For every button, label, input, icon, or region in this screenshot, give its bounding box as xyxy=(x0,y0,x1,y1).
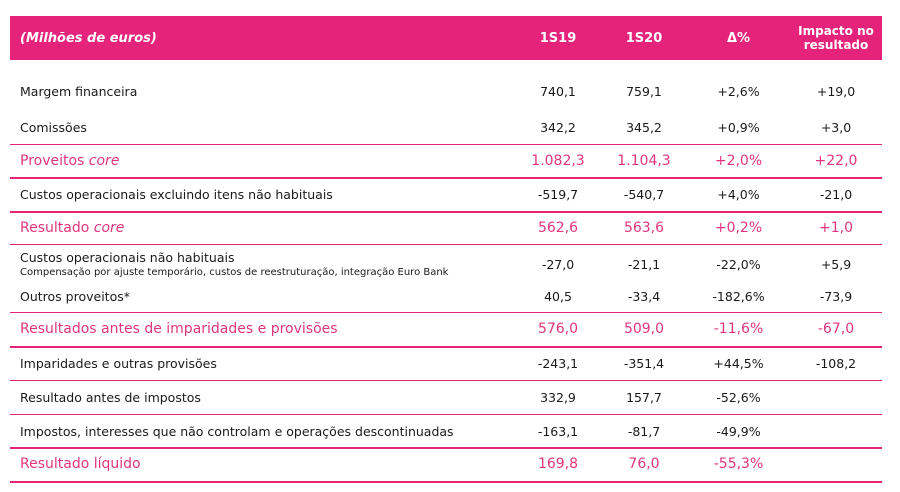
row-label: Outros proveitos* xyxy=(20,288,130,304)
row-1s20: 509,0 xyxy=(623,321,665,337)
row-label: Resultado core xyxy=(10,220,515,236)
row-divider xyxy=(10,447,882,449)
row-divider xyxy=(10,312,882,313)
row-delta: +2,0% xyxy=(714,153,763,169)
row-delta: +2,6% xyxy=(717,83,760,99)
row-delta: -55,3% xyxy=(713,456,764,472)
row-label: Comissões xyxy=(20,119,87,135)
header-impact: Impacto no resultado xyxy=(798,24,874,52)
row-1s19: -163,1 xyxy=(537,423,579,439)
row-1s20: 76,0 xyxy=(628,456,660,472)
row-delta: -182,6% xyxy=(712,288,765,304)
row-label-main: Proveitos xyxy=(20,153,89,169)
row-label-em: core xyxy=(88,153,120,169)
table-row: Custos operacionais excluindo itens não … xyxy=(10,180,882,208)
row-divider xyxy=(10,481,882,483)
row-1s19: 169,8 xyxy=(537,456,579,472)
row-1s20: -21,1 xyxy=(627,256,661,272)
row-1s19: 576,0 xyxy=(537,321,579,337)
row-divider xyxy=(10,380,882,381)
row-1s19: 1.082,3 xyxy=(531,153,585,169)
row-delta: -22,0% xyxy=(716,256,761,272)
row-delta: +44,5% xyxy=(713,355,764,371)
row-impact: +19,0 xyxy=(816,83,856,99)
row-sublabel: Compensação por ajuste temporário, custo… xyxy=(20,267,449,278)
table-row: Imparidades e outras provisões -243,1 -3… xyxy=(10,349,882,377)
row-divider xyxy=(10,211,882,213)
row-1s20: -33,4 xyxy=(627,288,661,304)
row-delta: +0,2% xyxy=(714,220,763,236)
row-1s20: 759,1 xyxy=(626,83,662,99)
header-label-col: (Milhões de euros) xyxy=(20,30,157,46)
results-table: (Milhões de euros) 1S19 1S20 Δ% Impacto … xyxy=(10,16,882,483)
table-row: Comissões 342,2 345,2 +0,9% +3,0 xyxy=(10,114,882,140)
row-1s20: -540,7 xyxy=(623,186,665,202)
row-label-em: core xyxy=(93,220,125,236)
row-label: Resultado líquido xyxy=(20,456,141,472)
row-delta: -52,6% xyxy=(716,389,761,405)
row-1s20: 563,6 xyxy=(623,220,665,236)
row-impact: -21,0 xyxy=(819,186,853,202)
row-label: Custos operacionais excluindo itens não … xyxy=(20,186,333,202)
table-row: Outros proveitos* 40,5 -33,4 -182,6% -73… xyxy=(10,283,882,309)
row-label: Imparidades e outras provisões xyxy=(20,355,217,371)
row-divider xyxy=(10,414,882,415)
row-1s19: 740,1 xyxy=(540,83,576,99)
header-1s19: 1S19 xyxy=(539,30,577,46)
table-row-highlight: Proveitos core 1.082,3 1.104,3 +2,0% +22… xyxy=(10,147,882,175)
row-1s19: -243,1 xyxy=(537,355,579,371)
table-row-highlight: Resultados antes de imparidades e provis… xyxy=(10,315,882,343)
table-row: Custos operacionais não habituais Compen… xyxy=(10,246,882,282)
row-delta: +0,9% xyxy=(717,119,760,135)
row-divider xyxy=(10,244,882,245)
table-row-highlight: Resultado líquido 169,8 76,0 -55,3% xyxy=(10,450,882,478)
row-1s20: -351,4 xyxy=(623,355,665,371)
row-1s19: 562,6 xyxy=(537,220,579,236)
row-label: Custos operacionais não habituais Compen… xyxy=(10,250,515,278)
header-delta: Δ% xyxy=(726,30,751,46)
row-label-main: Custos operacionais não habituais xyxy=(20,250,235,265)
row-1s19: 40,5 xyxy=(544,288,572,304)
row-delta: -49,9% xyxy=(716,423,761,439)
row-1s20: 1.104,3 xyxy=(617,153,671,169)
row-impact: -108,2 xyxy=(815,355,857,371)
row-1s20: 345,2 xyxy=(626,119,662,135)
row-1s19: 342,2 xyxy=(540,119,576,135)
table-row: Margem financeira 740,1 759,1 +2,6% +19,… xyxy=(10,78,882,104)
table-header: (Milhões de euros) 1S19 1S20 Δ% Impacto … xyxy=(10,16,882,60)
row-1s20: 157,7 xyxy=(626,389,662,405)
row-divider xyxy=(10,346,882,348)
row-impact: +5,9 xyxy=(820,256,852,272)
row-label: Resultados antes de imparidades e provis… xyxy=(20,321,338,337)
row-label: Impostos, interesses que não controlam e… xyxy=(20,423,454,439)
row-divider xyxy=(10,144,882,145)
row-1s19: -519,7 xyxy=(537,186,579,202)
table-row-highlight: Resultado core 562,6 563,6 +0,2% +1,0 xyxy=(10,214,882,242)
row-impact: +22,0 xyxy=(814,153,858,169)
row-label-main: Resultado xyxy=(20,220,94,236)
row-1s19: -27,0 xyxy=(541,256,575,272)
row-divider xyxy=(10,177,882,179)
row-delta: -11,6% xyxy=(713,321,764,337)
row-1s19: 332,9 xyxy=(540,389,576,405)
row-impact: -73,9 xyxy=(819,288,853,304)
row-1s20: -81,7 xyxy=(627,423,661,439)
row-label: Margem financeira xyxy=(20,83,138,99)
table-row: Impostos, interesses que não controlam e… xyxy=(10,417,882,445)
row-label: Proveitos core xyxy=(10,153,515,169)
table-row: Resultado antes de impostos 332,9 157,7 … xyxy=(10,383,882,411)
row-impact: -67,0 xyxy=(817,321,855,337)
row-impact: +1,0 xyxy=(819,220,853,236)
row-delta: +4,0% xyxy=(717,186,760,202)
row-label: Resultado antes de impostos xyxy=(20,389,201,405)
header-1s20: 1S20 xyxy=(625,30,663,46)
row-impact: +3,0 xyxy=(820,119,852,135)
